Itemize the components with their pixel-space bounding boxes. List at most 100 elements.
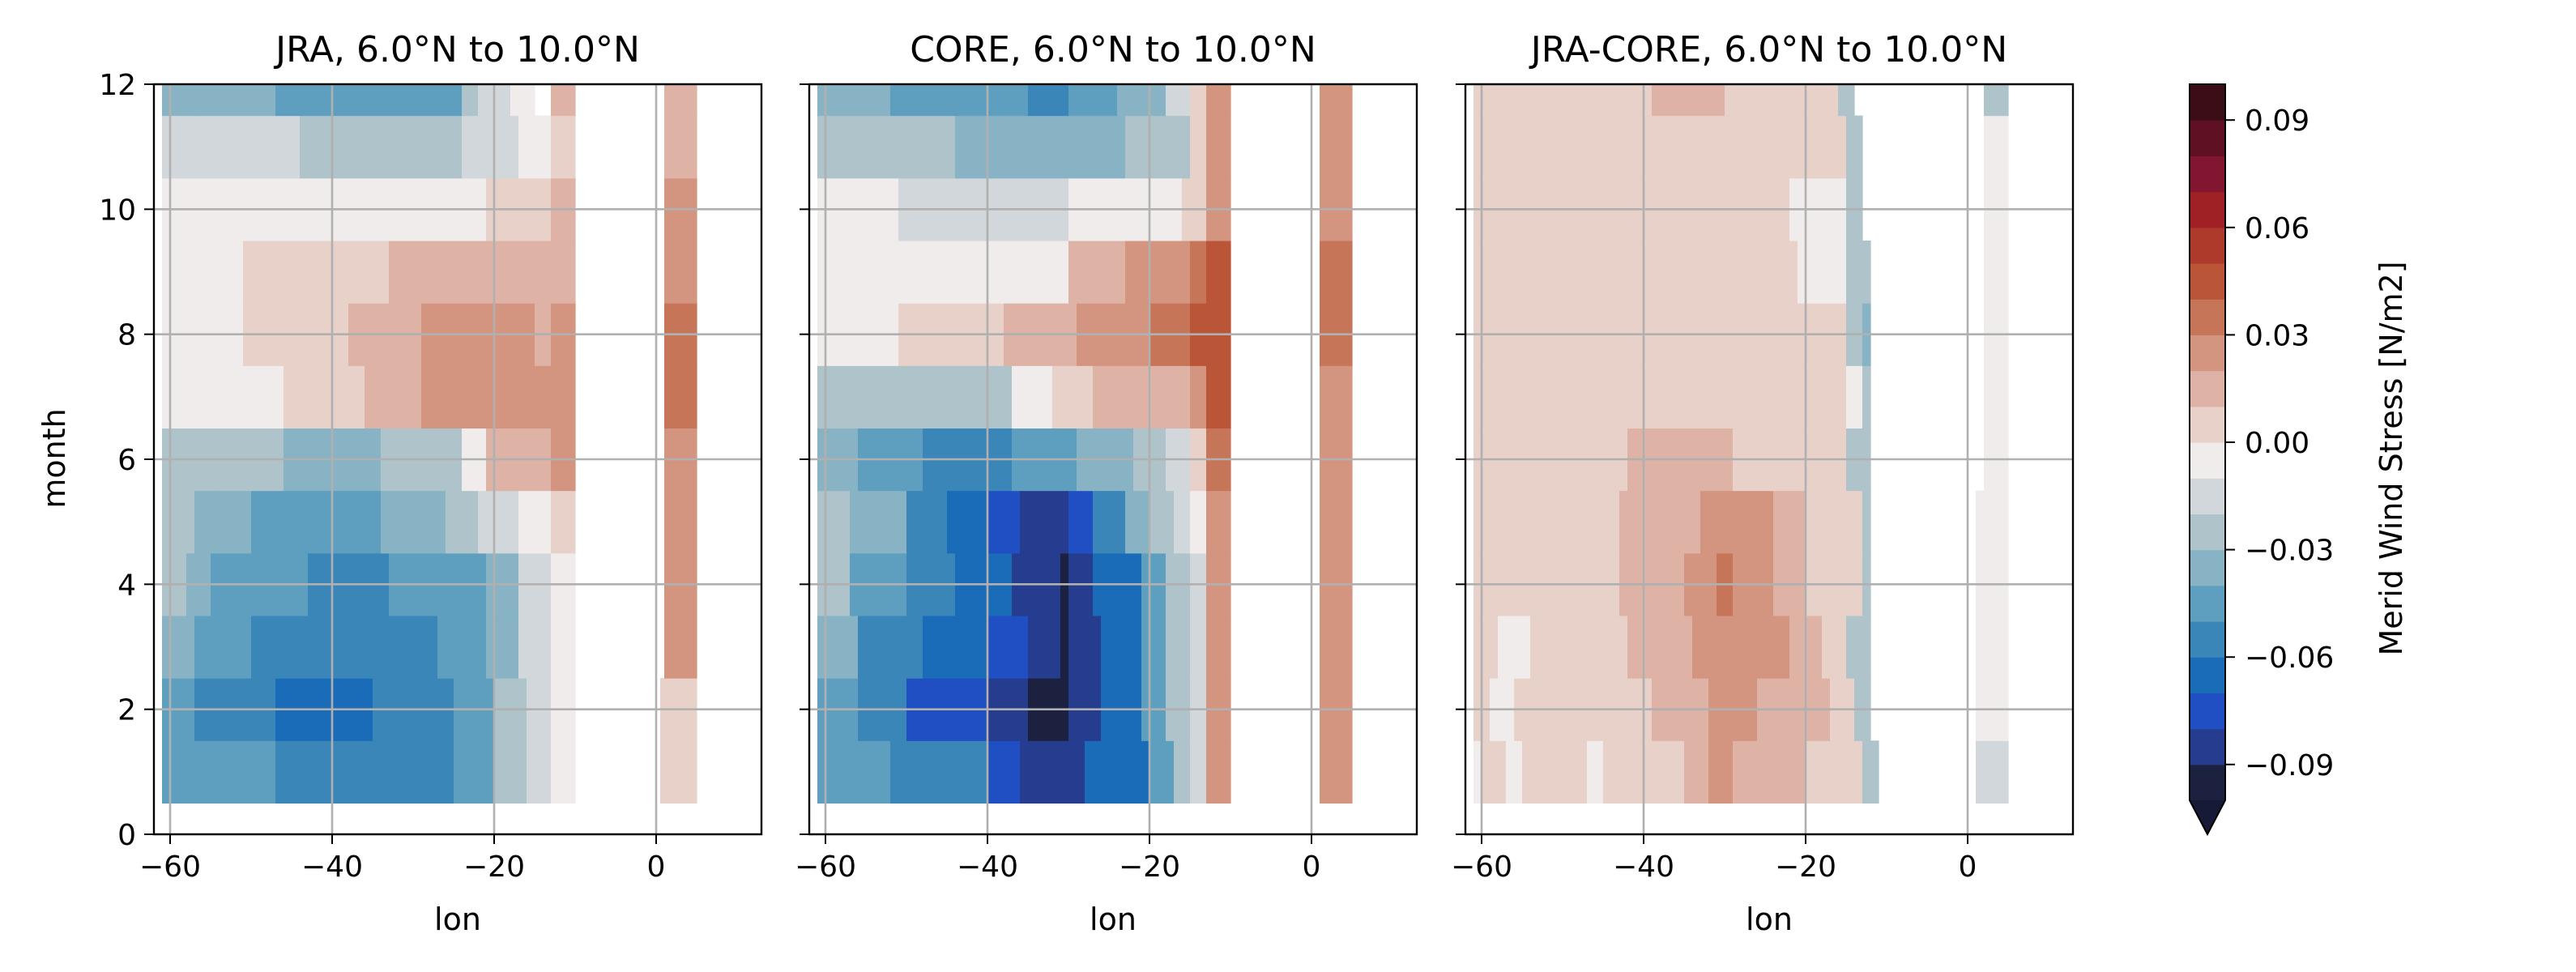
heatmap-cell-jra-4-4	[446, 490, 479, 554]
heatmap-cell-jra-core-10-3	[1984, 115, 2009, 179]
heatmap-cell-core-2-6	[1068, 615, 1102, 679]
heatmap-cell-jra-core-10-2	[1846, 115, 1863, 179]
heatmap-cell-core-2-0	[817, 615, 859, 679]
x-tick-label: −40	[1613, 850, 1674, 884]
heatmap-cell-core-2-1	[858, 615, 923, 679]
heatmap-cell-core-10-1	[955, 115, 1069, 179]
colorbar-segment	[2190, 120, 2225, 156]
heatmap-cell-jra-8-5	[664, 240, 697, 304]
heatmap-cell-jra-core-6-2	[1846, 365, 1863, 429]
heatmap-cell-jra-core-4-6	[1838, 490, 1863, 554]
colorbar-segment	[2190, 657, 2225, 693]
heatmap-cell-jra-4-6	[518, 490, 552, 554]
heatmap-cell-core-11-6	[1190, 84, 1207, 117]
heatmap-cell-core-10-5	[1206, 115, 1231, 179]
heatmap-cell-jra-10-5	[664, 115, 697, 179]
heatmap-cell-jra-core-2-4	[1668, 615, 1693, 679]
y-tick-label: 12	[99, 69, 136, 102]
colorbar-outline	[2189, 83, 2226, 837]
heatmap-cell-core-8-3	[1190, 240, 1207, 304]
heatmap-cell-core-2-7	[1101, 615, 1142, 679]
heatmap-cell-jra-2-0	[162, 615, 195, 679]
heatmap-cell-core-2-10	[1190, 615, 1207, 679]
heatmap-cell-jra-11-5	[510, 84, 535, 117]
colorbar-segment	[2190, 84, 2225, 121]
panel-title-jra-core: JRA-CORE, 6.0°N to 10.0°N	[1529, 29, 2007, 70]
heatmap-cell-jra-core-11-2	[1652, 84, 1725, 117]
heatmap-cell-jra-8-4	[551, 240, 576, 304]
heatmap-cell-jra-11-2	[275, 84, 463, 117]
heatmap-cell-jra-10-0	[162, 115, 301, 179]
heatmap-cell-core-4-1	[850, 490, 907, 554]
heatmap-cell-jra-core-0-9	[1765, 740, 1806, 804]
heatmap-cell-jra-0-7	[660, 740, 697, 804]
panel-title-core: CORE, 6.0°N to 10.0°N	[910, 29, 1316, 70]
colorbar-tick-label: 0.00	[2245, 427, 2309, 460]
heatmap-cell-core-0-4	[1085, 740, 1150, 804]
heatmap-cell-jra-8-2	[389, 240, 519, 304]
heatmap-cell-jra-0-2	[275, 740, 454, 804]
colorbar-segment	[2190, 764, 2225, 801]
heatmap-cell-jra-6-3	[421, 365, 487, 429]
y-tick-label: 2	[117, 694, 136, 727]
heatmap-cell-jra-4-3	[381, 490, 446, 554]
heatmap-cell-jra-8-3	[518, 240, 552, 304]
heatmap-cell-jra-core-4-2	[1660, 490, 1701, 554]
heatmap-cell-core-4-7	[1093, 490, 1126, 554]
heatmap-cell-core-4-9	[1149, 490, 1175, 554]
heatmap-cell-core-10-6	[1320, 115, 1353, 179]
heatmap-cell-core-2-3	[987, 615, 1029, 679]
heatmap-cell-core-4-8	[1125, 490, 1150, 554]
heatmap-cell-jra-0-5	[527, 740, 552, 804]
heatmap-cell-jra-core-4-8	[1976, 490, 2009, 554]
heatmap-cell-core-4-3	[947, 490, 988, 554]
heatmap-cell-core-2-2	[923, 615, 988, 679]
heatmap-cell-jra-2-7	[664, 615, 697, 679]
heatmap-cell-jra-0-6	[551, 740, 576, 804]
heatmap-cell-jra-8-1	[243, 240, 390, 304]
heatmap-cell-core-6-1	[1012, 365, 1053, 429]
colorbar: −0.09 −0.06 −0.03 0.00 0.03 0.06 0.09	[2189, 83, 2334, 837]
x-tick-label: −40	[957, 850, 1018, 884]
heatmap-cell-core-6-2	[1052, 365, 1094, 429]
heatmap-cell-core-0-5	[1149, 740, 1175, 804]
colorbar-segment	[2190, 585, 2225, 622]
colorbar-segment	[2190, 693, 2225, 730]
heatmap-cell-jra-6-0	[162, 365, 284, 429]
heatmap-cell-jra-core-0-0	[1474, 740, 1482, 804]
heatmap-cell-jra-core-2-8	[1846, 615, 1871, 679]
heatmap-cell-core-4-4	[987, 490, 1021, 554]
heatmap-cell-jra-11-0	[162, 84, 195, 117]
heatmap-cell-core-0-2	[987, 740, 1021, 804]
colorbar-segment	[2190, 156, 2225, 193]
heatmap-cell-core-8-5	[1320, 240, 1353, 304]
heatmap-cell-jra-core-2-1	[1498, 615, 1531, 679]
colorbar-segment	[2190, 370, 2225, 407]
y-tick-label: 6	[117, 444, 136, 477]
heatmap-cell-jra-core-2-2	[1530, 615, 1628, 679]
heatmap-cell-core-2-5	[1060, 615, 1069, 679]
heatmap-cell-jra-6-5	[518, 365, 552, 429]
heatmap-cell-jra-2-4	[486, 615, 519, 679]
heatmap-cell-jra-11-1	[194, 84, 276, 117]
heatmap-cell-jra-core-0-4	[1587, 740, 1604, 804]
y-tick-label: 8	[117, 319, 136, 352]
heatmap-cell-core-0-3	[1020, 740, 1085, 804]
heatmap-cell-core-11-2	[1028, 84, 1069, 117]
heatmap-cell-core-10-2	[1068, 115, 1126, 179]
heatmap-cell-jra-2-3	[437, 615, 487, 679]
heatmap-cell-jra-core-8-0	[1474, 240, 1798, 304]
heatmap-cell-core-2-11	[1206, 615, 1231, 679]
y-tick-label: 0	[117, 819, 136, 852]
heatmap-cell-jra-11-7	[664, 84, 697, 117]
heatmap-cell-jra-core-0-11	[1830, 740, 1863, 804]
colorbar-segment	[2190, 335, 2225, 372]
x-axis-label-core: lon	[1090, 902, 1137, 937]
heatmap-cell-jra-10-1	[300, 115, 463, 179]
heatmap-cell-jra-core-0-3	[1522, 740, 1588, 804]
heatmap-cell-jra-core-4-7	[1862, 490, 1871, 554]
heatmap-cell-core-4-10	[1174, 490, 1191, 554]
colorbar-segment	[2190, 621, 2225, 658]
